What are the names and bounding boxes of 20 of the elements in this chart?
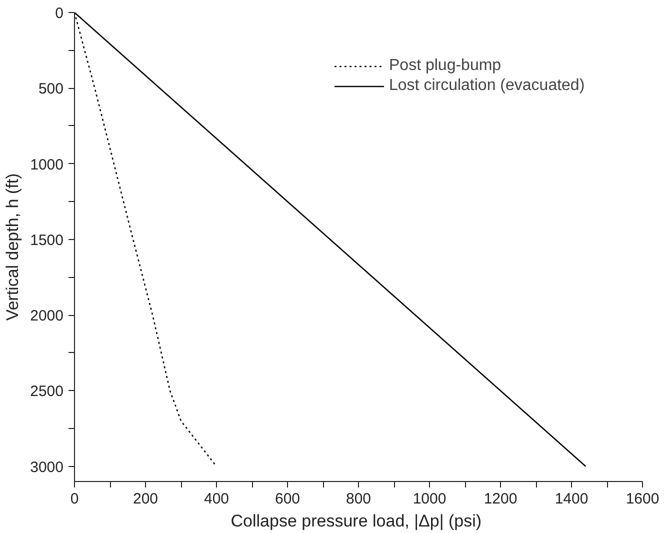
x-tick-label: 800 (346, 490, 372, 508)
x-tick-label: 1200 (484, 490, 518, 508)
x-tick-label: 600 (274, 490, 300, 508)
y-axis-title: Vertical depth, h (ft) (3, 173, 22, 321)
legend-label: Lost circulation (evacuated) (389, 77, 585, 95)
y-tick-label: 0 (55, 5, 64, 22)
x-tick-label: 1000 (412, 490, 446, 508)
y-tick-label: 1500 (30, 232, 64, 249)
x-tick-label: 200 (132, 490, 158, 508)
x-tick-label: 1400 (554, 490, 588, 508)
x-tick-label: 400 (204, 490, 230, 508)
x-tick-label: 1600 (626, 490, 660, 508)
y-tick-label: 1000 (30, 156, 64, 174)
y-tick-label: 500 (38, 80, 64, 98)
y-tick-label: 2500 (30, 383, 64, 400)
legend-label: Post plug-bump (389, 57, 502, 75)
x-tick-label: 0 (70, 490, 79, 508)
y-tick-label: 3000 (30, 458, 64, 476)
y-tick-label: 2000 (30, 308, 64, 325)
x-axis-title: Collapse pressure load, |Δp| (psi) (230, 512, 482, 530)
